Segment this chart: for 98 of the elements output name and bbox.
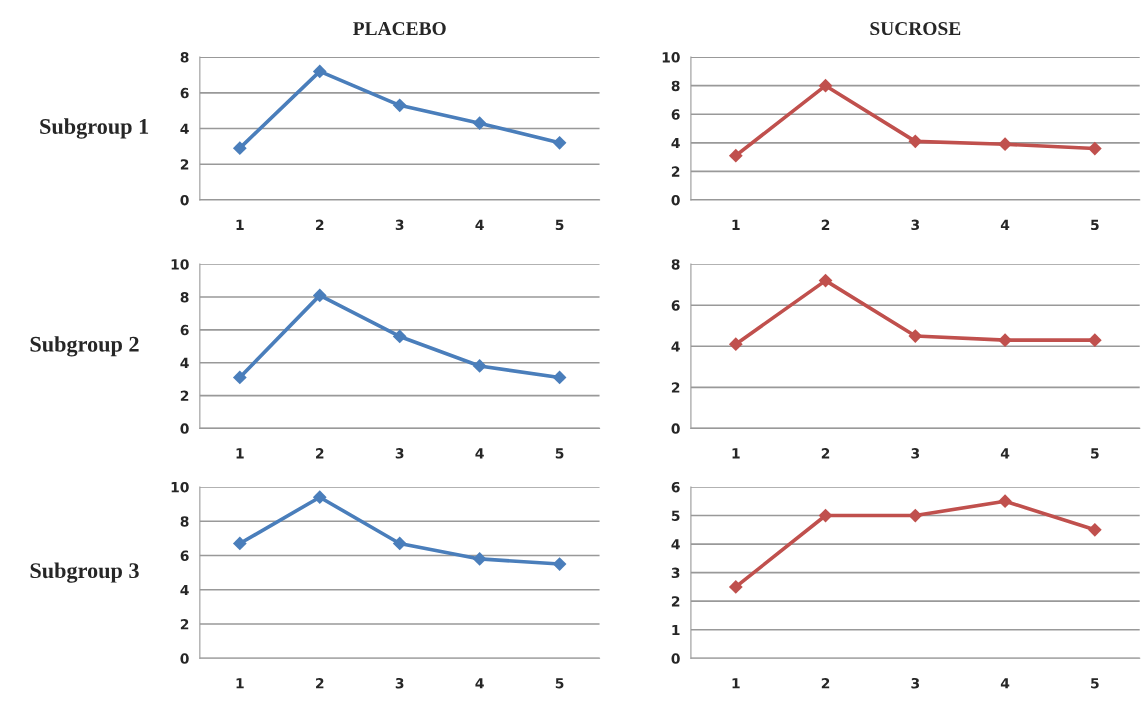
y-tick-label: 0 (671, 194, 680, 206)
y-tick-label: 4 (671, 539, 680, 550)
point (392, 536, 407, 551)
point (392, 98, 407, 113)
y-tick-label: 8 (671, 259, 680, 270)
point (908, 134, 923, 149)
x-tick-label: 1 (236, 219, 244, 230)
point (908, 329, 923, 343)
y-tick-label: 10 (171, 481, 189, 493)
chart-title: PLACEBO (353, 22, 446, 36)
y-tick-label: 8 (180, 516, 189, 527)
y-axis-title: Subgroup 3 (30, 562, 139, 583)
y-tick-label: 6 (671, 109, 680, 120)
point (728, 148, 743, 163)
x-tick-label: 4 (475, 219, 484, 230)
y-tick-label: 4 (180, 123, 189, 134)
x-tick-label: 4 (1000, 678, 1010, 689)
point (1087, 333, 1102, 348)
point (392, 329, 407, 344)
x-tick-label: 3 (911, 448, 920, 459)
y-tick-label: 3 (671, 567, 680, 579)
x-tick-label: 5 (555, 219, 564, 231)
y-tick-label: 6 (180, 324, 189, 336)
y-tick-label: 8 (180, 291, 189, 303)
y-tick-label: 5 (671, 510, 680, 521)
x-tick-label: 3 (395, 678, 404, 689)
point (312, 288, 327, 303)
x-tick-label: 2 (316, 678, 324, 689)
x-tick-label: 1 (236, 448, 244, 459)
x-tick-label: 1 (732, 678, 740, 689)
x-tick-label: 2 (316, 448, 324, 459)
y-tick-label: 10 (171, 259, 189, 270)
x-tick-label: 4 (1000, 448, 1010, 459)
y-tick-label: 2 (180, 390, 189, 401)
y-tick-label: 6 (671, 481, 680, 493)
point (818, 78, 833, 93)
point (818, 273, 833, 288)
y-tick-label: 4 (180, 584, 189, 596)
x-tick-label: 2 (821, 678, 830, 689)
x-tick-label: 2 (316, 219, 324, 230)
point (232, 536, 247, 551)
y-tick-label: 6 (180, 550, 189, 561)
y-tick-label: 6 (180, 87, 189, 99)
x-tick-label: 3 (911, 678, 920, 689)
x-tick-label: 1 (732, 448, 740, 459)
y-tick-label: 0 (671, 423, 680, 434)
y-tick-label: 2 (671, 166, 680, 177)
y-tick-label: 1 (672, 624, 680, 636)
point (1087, 522, 1102, 537)
y-tick-label: 8 (671, 80, 680, 92)
y-tick-label: 6 (671, 300, 680, 311)
x-tick-label: 2 (821, 219, 830, 230)
point (908, 508, 923, 523)
point (728, 337, 743, 352)
x-tick-label: 1 (732, 219, 740, 230)
x-tick-label: 5 (555, 678, 564, 689)
y-tick-label: 4 (180, 357, 189, 368)
x-tick-label: 2 (821, 448, 830, 459)
y-tick-label: 0 (180, 653, 189, 664)
y-tick-label: 2 (671, 382, 680, 393)
x-tick-label: 3 (395, 448, 404, 459)
chart-title: SUCROSE (870, 22, 961, 36)
y-tick-label: 2 (180, 619, 189, 630)
point (472, 359, 487, 373)
x-tick-label: 3 (395, 219, 404, 231)
y-tick-label: 0 (180, 194, 189, 206)
point (552, 557, 567, 571)
y-axis-title: Subgroup 1 (40, 118, 149, 139)
x-tick-label: 4 (475, 448, 484, 459)
x-tick-label: 5 (1091, 448, 1099, 459)
point (998, 137, 1012, 152)
y-axis-title: Subgroup 2 (30, 336, 139, 357)
point (472, 552, 487, 566)
x-tick-label: 5 (1091, 678, 1099, 689)
y-tick-label: 8 (180, 52, 189, 63)
point (998, 494, 1012, 509)
y-tick-label: 10 (662, 52, 680, 63)
y-tick-label: 4 (671, 341, 680, 352)
x-tick-label: 1 (236, 678, 244, 689)
y-tick-label: 0 (671, 653, 680, 664)
point (232, 370, 247, 385)
point (1087, 141, 1102, 156)
point (472, 116, 487, 131)
y-tick-label: 0 (180, 423, 189, 434)
point (312, 490, 327, 505)
x-tick-label: 4 (475, 678, 484, 689)
y-tick-label: 4 (671, 137, 680, 149)
x-tick-label: 5 (555, 448, 564, 459)
x-tick-label: 4 (1000, 219, 1010, 230)
y-tick-label: 2 (180, 159, 189, 170)
x-tick-label: 5 (1091, 219, 1099, 231)
point (998, 333, 1012, 348)
x-tick-label: 3 (911, 219, 920, 231)
point (232, 141, 247, 156)
y-tick-label: 2 (671, 596, 680, 607)
point (728, 580, 743, 594)
point (552, 135, 567, 150)
point (312, 64, 327, 79)
